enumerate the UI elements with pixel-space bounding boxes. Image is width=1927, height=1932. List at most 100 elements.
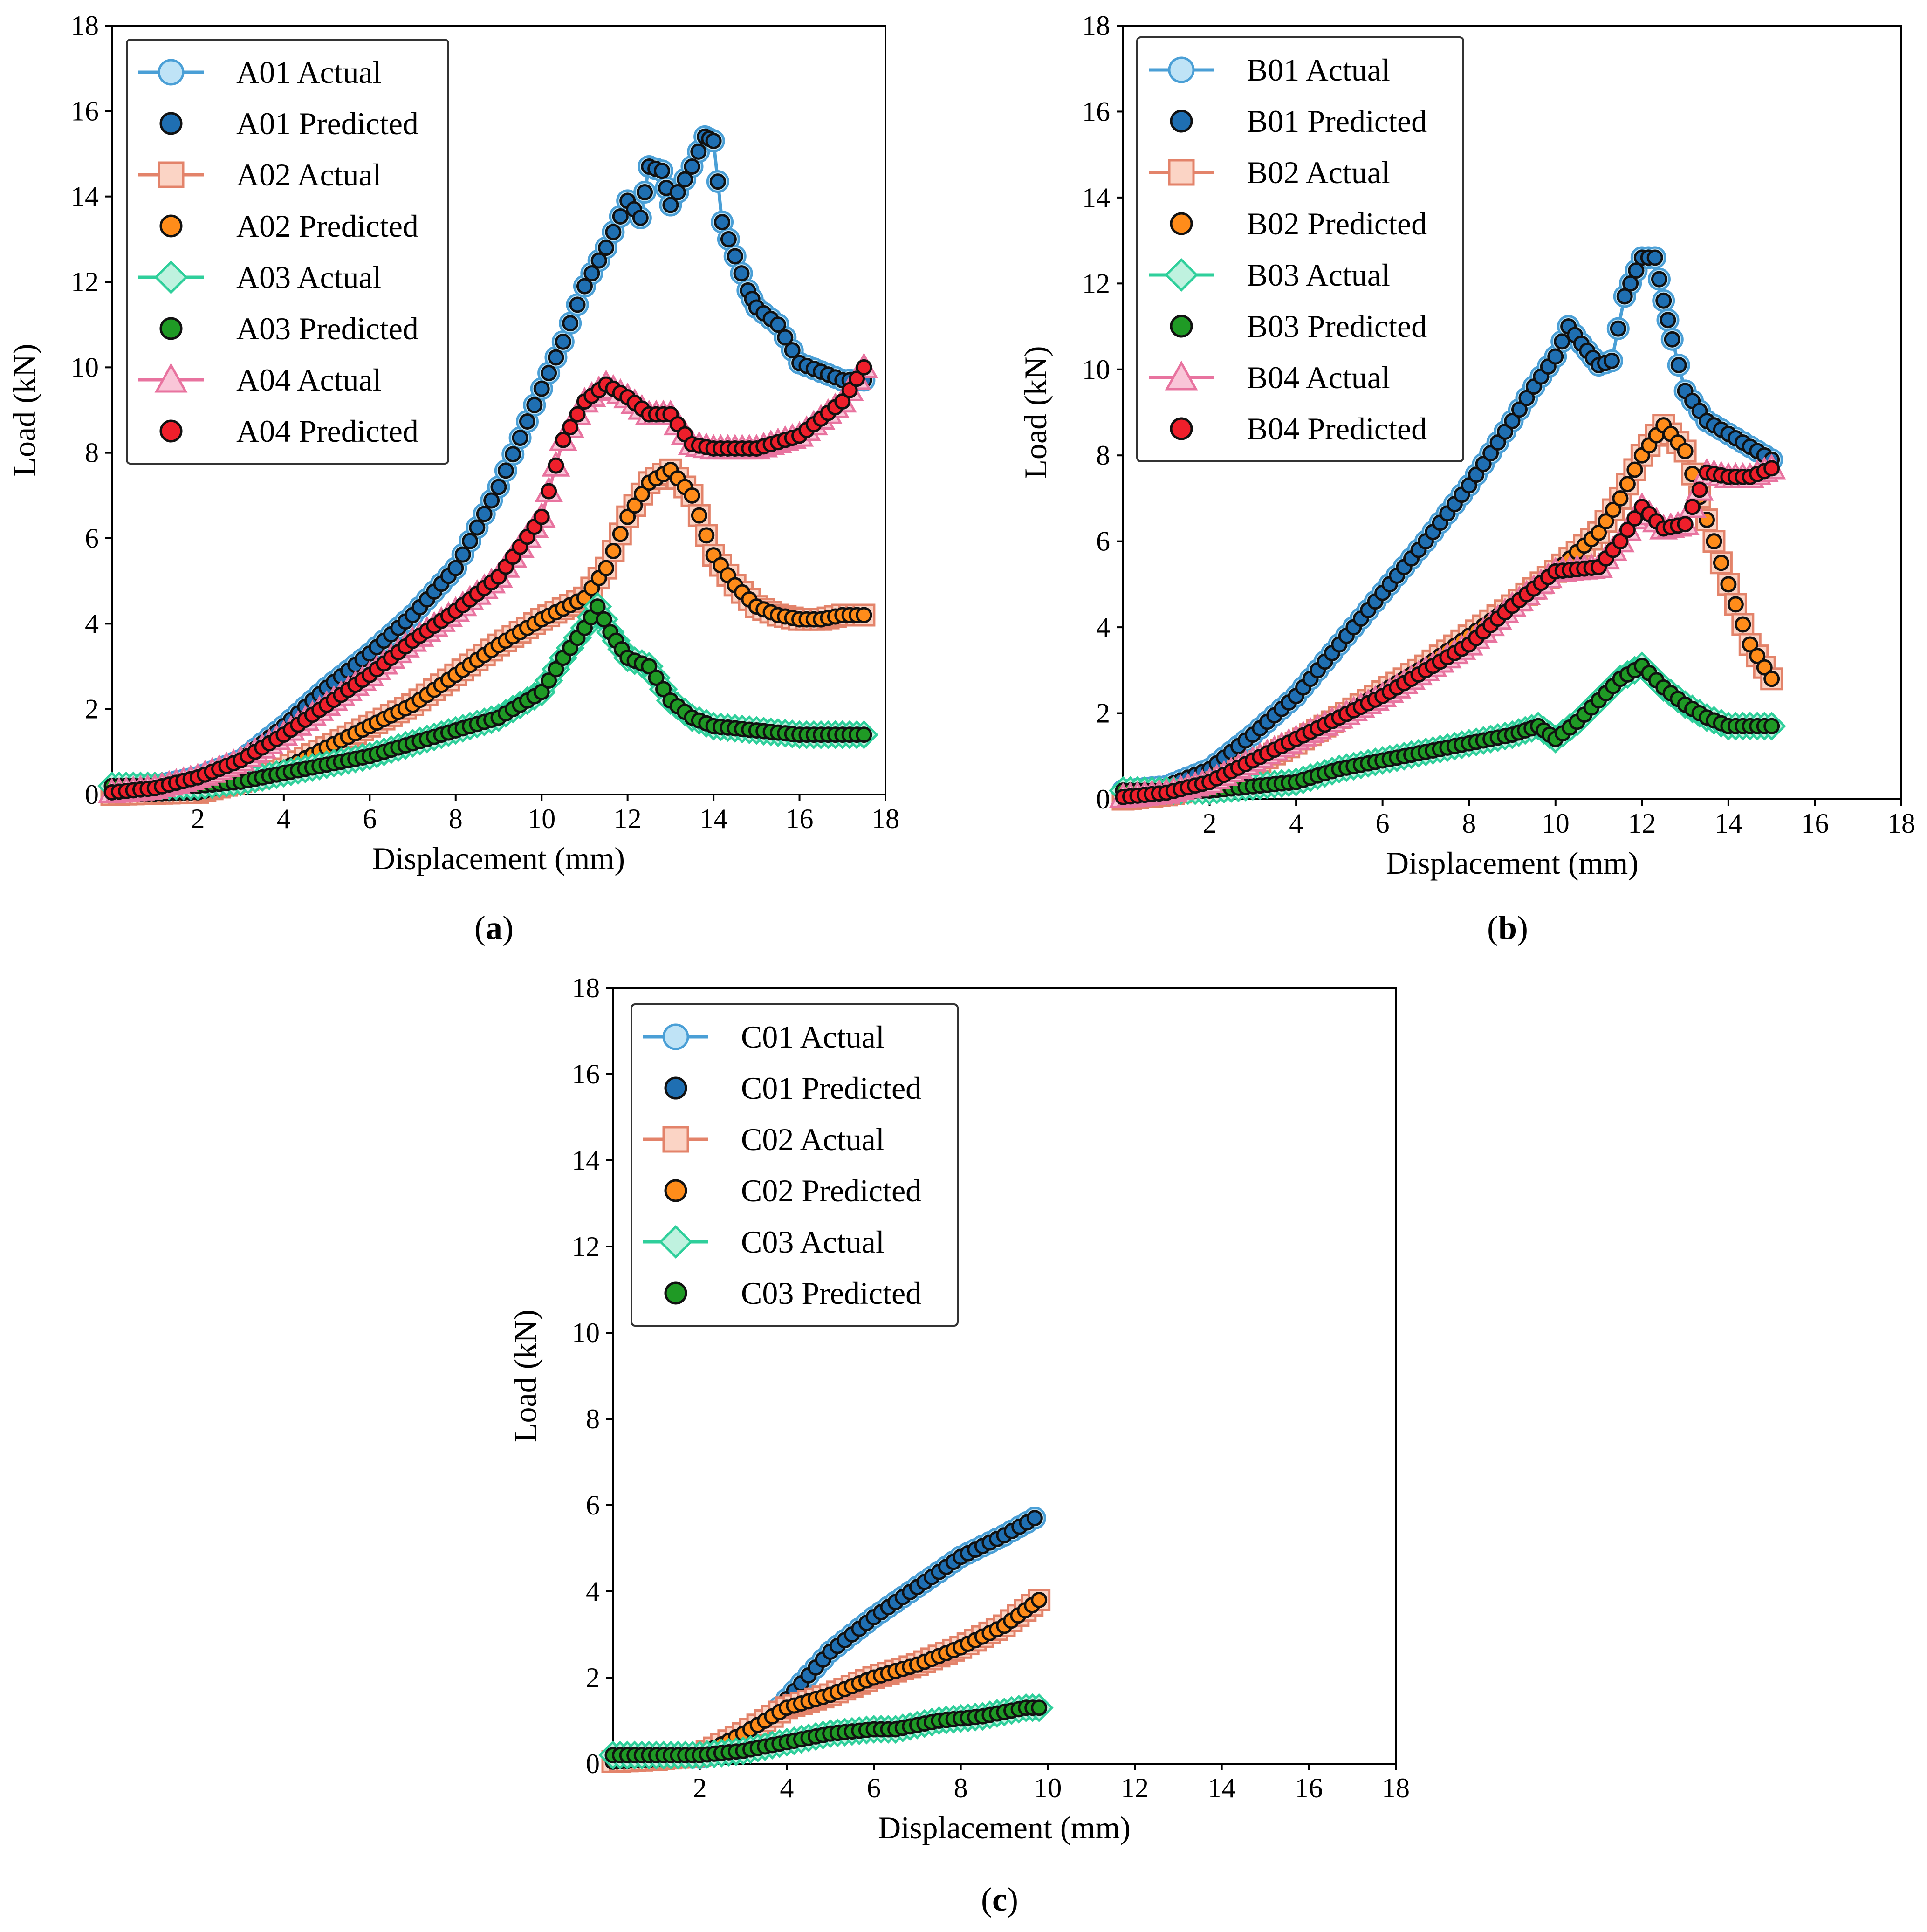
y-tick-label: 2: [1096, 698, 1110, 729]
predicted-point: [637, 184, 653, 200]
predicted-point: [669, 184, 686, 200]
legend-actual-marker: [662, 1126, 689, 1153]
x-tick-label: 14: [1714, 808, 1742, 839]
legend-actual-marker: [1164, 258, 1199, 292]
predicted-point: [1031, 1699, 1048, 1716]
legend: A01 Actual A01 Predicted A02 Actual A02 Pre…: [126, 39, 449, 465]
legend-label-actual: A04 Actual: [236, 362, 382, 397]
predicted-point: [590, 252, 607, 269]
predicted-point: [569, 296, 586, 313]
y-tick-label: 16: [1082, 96, 1110, 127]
x-tick-label: 2: [1203, 808, 1217, 839]
legend-box: [1136, 36, 1464, 462]
x-tick-label: 6: [363, 803, 377, 834]
legend-label-predicted: A04 Predicted: [236, 413, 418, 449]
legend-predicted-marker: [159, 112, 183, 135]
predicted-point: [490, 479, 507, 495]
predicted-point: [690, 143, 707, 160]
predicted-point: [1622, 275, 1639, 292]
predicted-point: [1749, 648, 1766, 665]
predicted-point: [784, 342, 801, 359]
predicted-point: [1605, 501, 1621, 518]
predicted-point: [1720, 576, 1737, 593]
predicted-point: [1628, 262, 1645, 279]
series-c03: [598, 1693, 1054, 1770]
panel-letter: c: [992, 1881, 1007, 1918]
legend-predicted-marker: [1170, 110, 1193, 133]
y-tick-label: 2: [586, 1662, 600, 1693]
predicted-point: [777, 329, 794, 346]
legend-predicted-marker: [159, 419, 183, 443]
predicted-point: [583, 265, 600, 282]
legend-label-predicted: C01 Predicted: [741, 1070, 921, 1106]
predicted-point: [562, 315, 579, 332]
legend-predicted-marker: [159, 214, 183, 238]
x-tick-label: 12: [1121, 1773, 1149, 1803]
y-axis-label: Load (kN): [1018, 346, 1053, 479]
predicted-point: [653, 163, 670, 179]
predicted-point: [1756, 659, 1773, 676]
predicted-point: [691, 507, 707, 524]
predicted-point: [1612, 490, 1629, 507]
predicted-point: [1504, 412, 1521, 429]
panel-letter: b: [1498, 909, 1517, 946]
predicted-point: [555, 333, 571, 350]
x-tick-label: 10: [1034, 1773, 1062, 1803]
y-axis-label: Load (kN): [507, 1309, 543, 1442]
predicted-point: [1591, 524, 1607, 541]
predicted-point: [1612, 533, 1629, 550]
y-tick-label: 6: [1096, 526, 1110, 557]
predicted-point: [533, 684, 550, 700]
legend-label-actual: B02 Actual: [1247, 155, 1390, 190]
predicted-point: [727, 248, 743, 265]
predicted-point: [1511, 401, 1528, 418]
legend-label-actual: B03 Actual: [1247, 257, 1390, 293]
predicted-point: [512, 430, 528, 446]
predicted-point: [1763, 460, 1780, 477]
legend-label-predicted: B01 Predicted: [1247, 103, 1427, 139]
y-tick-label: 14: [1082, 182, 1110, 213]
y-tick-label: 14: [572, 1145, 600, 1176]
panel-letter: a: [486, 909, 502, 946]
y-tick-label: 2: [85, 694, 99, 725]
legend-actual-marker: [158, 161, 185, 188]
predicted-point: [684, 487, 700, 504]
predicted-point: [541, 483, 557, 500]
predicted-point: [633, 486, 650, 502]
y-tick-label: 10: [1082, 354, 1110, 385]
y-tick-label: 14: [71, 181, 99, 212]
predicted-point: [533, 380, 550, 397]
predicted-point: [1626, 510, 1643, 527]
predicted-point: [1547, 348, 1564, 365]
chart-panel-b: 2 4 6 8 10 12 14 16 18 0 2 4 6 8 10 12 14 16 18 Displacemen…: [1018, 10, 1915, 946]
predicted-point: [720, 231, 737, 247]
predicted-point: [1763, 718, 1780, 734]
y-tick-label: 8: [85, 438, 99, 468]
y-tick-label: 18: [1082, 10, 1110, 41]
predicted-point: [562, 419, 579, 436]
x-tick-label: 18: [1887, 808, 1915, 839]
predicted-point: [619, 508, 636, 525]
predicted-point: [598, 240, 615, 256]
x-tick-label: 10: [1542, 808, 1570, 839]
predicted-point: [555, 432, 571, 448]
predicted-point: [834, 393, 851, 410]
y-tick-label: 10: [71, 352, 99, 383]
chart-panel-a: 2 4 6 8 10 12 14 16 18 0 2 4 6 8 10 12 14 16 18 Displacemen…: [7, 10, 899, 946]
predicted-point: [483, 492, 500, 509]
y-tick-label: 16: [572, 1059, 600, 1089]
series-b04: [1109, 453, 1786, 808]
predicted-point: [1684, 499, 1701, 515]
legend-box: [631, 1003, 959, 1327]
legend-actual-marker: [658, 1225, 693, 1259]
y-tick-label: 16: [71, 96, 99, 126]
y-tick-label: 12: [71, 267, 99, 297]
predicted-point: [1713, 555, 1729, 571]
legend-label-actual: A02 Actual: [236, 157, 382, 192]
predicted-point: [1616, 288, 1633, 305]
legend-label-actual: A03 Actual: [236, 260, 382, 295]
y-tick-label: 6: [85, 523, 99, 554]
panel-label: (a): [474, 909, 514, 946]
y-tick-label: 6: [586, 1490, 600, 1521]
